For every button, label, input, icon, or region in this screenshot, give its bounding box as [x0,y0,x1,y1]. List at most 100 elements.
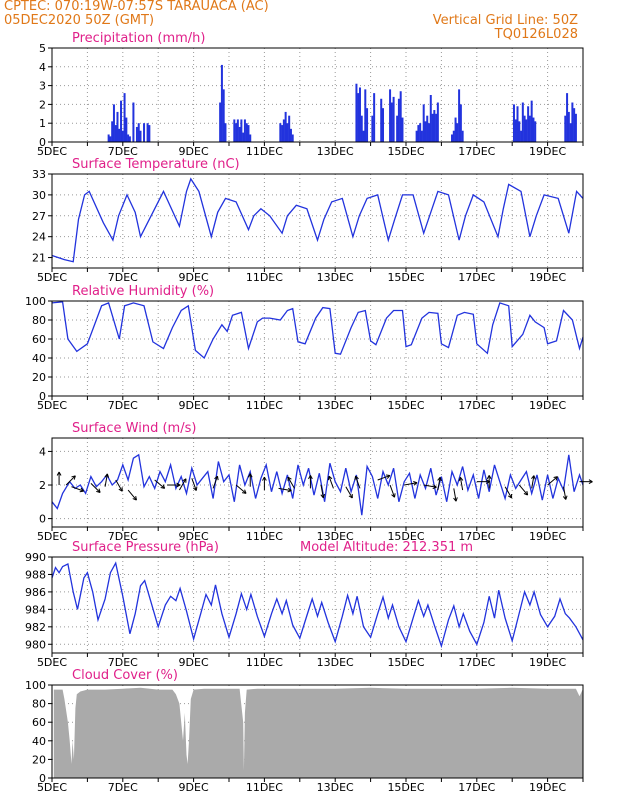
precip-bar [424,121,427,142]
precip-bar [461,130,464,142]
precip-bar [358,87,361,142]
wind-arrow [531,475,536,489]
x-tick-label: 19DEC [529,271,566,284]
precip-bar [242,132,245,142]
x-tick-label: 5DEC [37,145,67,158]
precip-bar [289,128,292,142]
precip-bar [392,96,395,142]
precip-bar [417,125,420,142]
panel-4 [48,556,584,657]
wind-arrow [56,471,62,486]
y-tick-label: 986 [25,586,46,599]
panel-2 [48,300,584,400]
wind-arrow [287,476,295,489]
y-tick-label: 1 [39,117,46,130]
precip-bar [146,123,149,142]
precip-bar [429,95,432,142]
y-tick-label: 100 [25,295,46,308]
precip-bar [137,123,140,142]
precip-bar [574,113,577,142]
precip-bar [512,104,515,142]
x-tick-label: 15DEC [387,399,424,412]
header-left-line1: CPTEC: 070:19W-07:57S TARAUACA (AC) [4,0,269,14]
panel-title: Surface Temperature (nC) [72,157,240,172]
wind-arrow [437,476,442,491]
wind-arrow [504,486,513,499]
x-tick-label: 17DEC [458,656,495,669]
header-left-line2: 05DEC2020 50Z (GMT) [4,13,155,28]
x-tick-label: 19DEC [529,399,566,412]
precip-bar [243,119,246,142]
precip-bar [399,91,402,142]
precip-bar [532,117,535,142]
y-tick-label: 988 [25,568,46,581]
precip-bar [381,108,384,142]
precip-bar [518,121,521,142]
x-tick-label: 13DEC [317,145,354,158]
precip-bar [459,104,462,142]
precip-bar [566,93,569,142]
precip-bar [118,128,121,142]
precip-bar [127,134,130,142]
precip-bar [458,89,461,142]
precip-bar [534,121,537,142]
y-tick-label: 33 [32,168,46,181]
y-tick-label: 20 [32,371,46,384]
precip-bar [523,115,526,142]
series-line [51,561,584,649]
wind-arrow [547,476,559,486]
wind-arrow [154,479,166,489]
precip-bar [222,89,225,142]
precip-bar [224,123,227,142]
precip-bar [396,115,399,142]
panel-frame [51,684,584,779]
precip-bar [454,117,457,142]
wind-arrow [320,484,326,499]
y-tick-label: 0 [39,390,46,403]
y-tick-label: 80 [32,314,46,327]
precip-bar [111,121,114,142]
precip-bar [364,89,367,142]
x-tick-label: 7DEC [108,530,138,543]
precip-bar [288,115,291,142]
precip-bar [109,136,112,142]
precip-bar [362,130,365,142]
precip-bar [107,134,110,142]
wind-arrow [127,489,137,501]
series-line [51,177,584,263]
precip-bar [116,111,119,142]
precip-bar [247,125,250,142]
panel-3 [48,437,593,531]
x-tick-label: 5DEC [37,781,67,794]
precip-bar [397,98,400,142]
precip-bar [245,123,248,142]
wind-arrow [90,482,101,494]
y-tick-label: 982 [25,621,46,634]
precip-bar [389,89,392,142]
panel-title: Surface Pressure (hPa) [72,540,219,555]
precip-bar [128,136,131,142]
precip-bar [371,115,374,142]
precip-bar [291,134,294,142]
precip-bar [573,108,576,142]
y-tick-label: 30 [32,189,46,202]
precip-bar [426,115,429,142]
wind-arrow [327,475,334,489]
wind-arrow [262,476,267,491]
x-tick-label: 7DEC [108,781,138,794]
y-tick-label: 40 [32,735,46,748]
x-tick-label: 17DEC [458,145,495,158]
wind-arrow [278,487,292,493]
wind-arrow [476,479,491,485]
x-tick-label: 5DEC [37,656,67,669]
wind-arrow [518,484,529,496]
y-tick-label: 3 [39,80,46,93]
panel-frame [51,300,584,397]
wind-arrow [354,475,361,489]
wind-arrow [453,488,458,502]
wind-arrow [345,486,353,499]
panel-title: Relative Humidity (%) [72,284,214,299]
precip-bar [233,119,236,142]
wind-arrow [167,482,181,488]
precip-bar [401,117,404,142]
